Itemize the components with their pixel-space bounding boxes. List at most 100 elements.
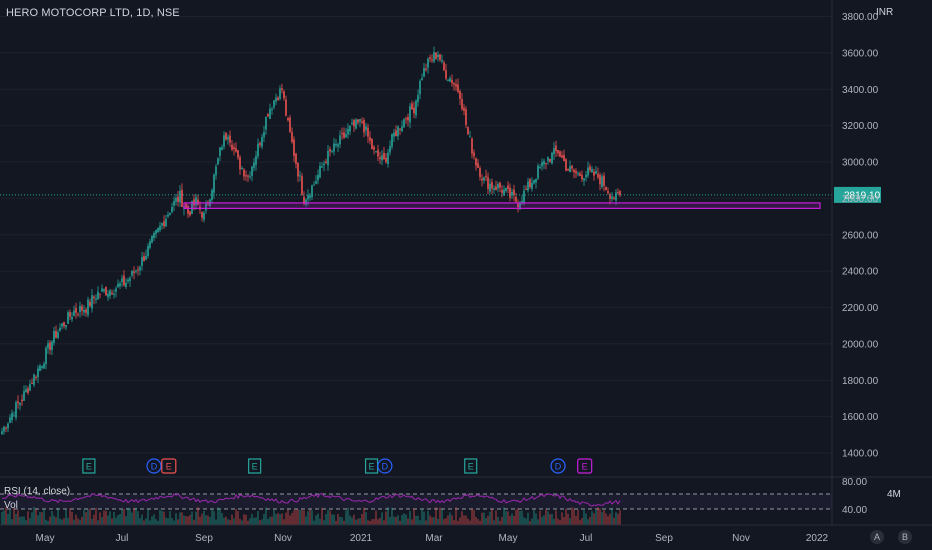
volume-bar (107, 515, 109, 525)
volume-bar (349, 515, 351, 525)
volume-bar (597, 507, 599, 525)
volume-bar (485, 517, 487, 525)
volume-bar (285, 512, 287, 525)
volume-bar (521, 510, 523, 525)
candle-body (165, 218, 167, 227)
volume-bar (381, 512, 383, 525)
volume-bar (457, 520, 459, 525)
volume-indicator-label[interactable]: Vol (4, 500, 18, 511)
volume-bar (357, 518, 359, 525)
earnings-icon[interactable]: E (577, 458, 593, 474)
candle-body (423, 68, 425, 77)
volume-bar (567, 513, 569, 525)
volume-bar (515, 509, 517, 525)
settings-button[interactable]: B (898, 530, 912, 544)
dividend-icon[interactable]: D (550, 458, 566, 474)
volume-bar (7, 513, 9, 525)
price-axis[interactable]: 1400.00 1600.00 1800.00 2000.00 2200.00 2400.… (831, 0, 879, 525)
earnings-icon[interactable]: E (248, 458, 262, 474)
candle-body (411, 103, 413, 110)
volume-bar (353, 514, 355, 525)
volume-bar (183, 515, 185, 525)
volume-bar (25, 520, 27, 525)
volume-bar (155, 519, 157, 525)
candle-body (147, 245, 149, 257)
volume-bar (287, 509, 289, 525)
marker-shape (161, 458, 177, 474)
candle-body (531, 182, 533, 189)
volume-bar (501, 516, 503, 525)
candle-body (469, 136, 471, 138)
earnings-icon[interactable]: E (364, 458, 379, 474)
time-axis[interactable]: May Jul Sep Nov 2021 Mar May Jul Sep Nov 2022 (0, 524, 932, 544)
volume-bar (479, 520, 481, 525)
volume-bar (165, 517, 167, 525)
price-tick-label: 2000.00 (842, 339, 879, 350)
candle-body (325, 161, 327, 164)
candle-body (125, 282, 127, 288)
volume-bar (53, 515, 55, 525)
marker-shape (377, 458, 393, 474)
dividend-icon[interactable]: D (146, 458, 162, 474)
earnings-icon[interactable]: E (161, 458, 177, 474)
rsi-indicator-label[interactable]: RSI (14, close) (4, 486, 71, 497)
candle-body (503, 189, 505, 196)
volume-bar (211, 509, 213, 525)
time-tick-label: Mar (425, 533, 443, 544)
candle-body (67, 312, 69, 324)
dividend-icon[interactable]: D (377, 458, 393, 474)
candle-body (549, 158, 551, 162)
volume-bar (219, 508, 221, 525)
marker-shape (464, 458, 478, 474)
candle-body (353, 120, 355, 127)
candle-body (615, 192, 617, 201)
volume-bar (293, 510, 295, 525)
candle-body (177, 196, 179, 202)
candle-body (193, 199, 195, 206)
symbol-title[interactable]: HERO MOTOCORP LTD, 1D, NSE (6, 7, 180, 19)
candle-body (243, 169, 245, 177)
candle-body (543, 160, 545, 165)
volume-bar (519, 510, 521, 525)
candle-body (569, 166, 571, 173)
candle-body (445, 70, 447, 79)
auto-scale-button[interactable]: A (870, 530, 884, 544)
volume-bar (301, 510, 303, 525)
volume-bar (371, 519, 373, 525)
volume-bar (297, 509, 299, 525)
volume-bar (541, 516, 543, 525)
candle-body (613, 198, 615, 200)
volume-bar (181, 512, 183, 525)
candle-body (591, 168, 593, 173)
volume-bar (359, 518, 361, 525)
candle-body (145, 255, 147, 260)
candle-body (329, 149, 331, 152)
volume-bar (559, 520, 561, 525)
price-tick-label: 1600.00 (842, 412, 879, 423)
last-price-line: 2819.10 (0, 186, 881, 203)
volume-bar (17, 510, 19, 525)
volume-bar (193, 519, 195, 525)
earnings-icon[interactable]: E (82, 458, 96, 474)
volume-bar (51, 511, 53, 525)
candle-body (571, 165, 573, 169)
candle-body (505, 187, 507, 191)
candle-body (617, 192, 619, 194)
candle-body (323, 163, 325, 166)
candle-body (565, 159, 567, 171)
volume-bar (403, 513, 405, 525)
candle-body (547, 157, 549, 162)
candle-body (213, 174, 215, 193)
rsi-tick-label: 40.00 (842, 505, 867, 516)
candle-body (211, 190, 213, 200)
price-tick-label: 3200.00 (842, 121, 879, 132)
candle-body (413, 107, 415, 114)
candle-body (343, 132, 345, 138)
volume-bar (133, 508, 135, 525)
support-zone[interactable] (183, 202, 821, 209)
earnings-icon[interactable]: E (464, 458, 478, 474)
volume-bar (31, 512, 33, 525)
volume-bar (433, 517, 435, 525)
